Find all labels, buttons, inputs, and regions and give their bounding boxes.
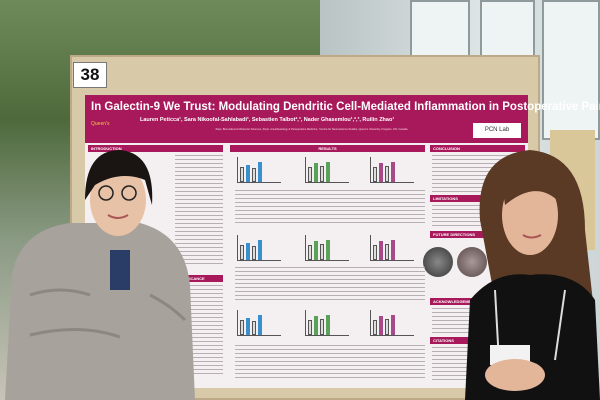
results-caption: [235, 267, 425, 302]
bar-chart: [237, 235, 281, 261]
poster-affiliations: ¹Dept. Biomedical & Molecular Sciences, …: [215, 128, 408, 131]
poster-header: In Galectin-9 We Trust: Modulating Dendr…: [85, 95, 600, 143]
poster-authors: Lauren Peticca¹, Sara Nikoofal-Sahlabadi…: [140, 117, 395, 123]
microscopy-image: [457, 247, 487, 277]
section-significance: SIGNIFICANCE: [173, 275, 223, 282]
poster-title: In Galectin-9 We Trust: Modulating Dendr…: [91, 101, 600, 113]
bar-chart: [370, 310, 414, 336]
bar-chart: [370, 157, 414, 183]
bar-chart: [305, 157, 349, 183]
bar-chart: [370, 235, 414, 261]
lab-badge: PCN Lab: [473, 123, 521, 138]
section-limitations: LIMITATIONS: [430, 195, 525, 202]
section-introduction: INTRODUCTION: [88, 145, 223, 152]
section-future-directions: FUTURE DIRECTIONS: [430, 231, 525, 238]
section-results: RESULTS: [230, 145, 425, 152]
microscopy-image: [423, 247, 453, 277]
bar-chart: [305, 235, 349, 261]
intro-text: [175, 155, 223, 265]
bar-chart: [237, 310, 281, 336]
results-caption: [235, 190, 425, 225]
university-logo: Queen's: [91, 121, 110, 127]
board-number: 38: [73, 62, 107, 88]
person-right: [465, 150, 600, 400]
bar-chart: [237, 157, 281, 183]
person-left: [5, 150, 195, 400]
bar-chart: [305, 310, 349, 336]
section-conclusion: CONCLUSION: [430, 145, 525, 152]
window: [542, 0, 600, 140]
results-caption: [235, 345, 425, 380]
